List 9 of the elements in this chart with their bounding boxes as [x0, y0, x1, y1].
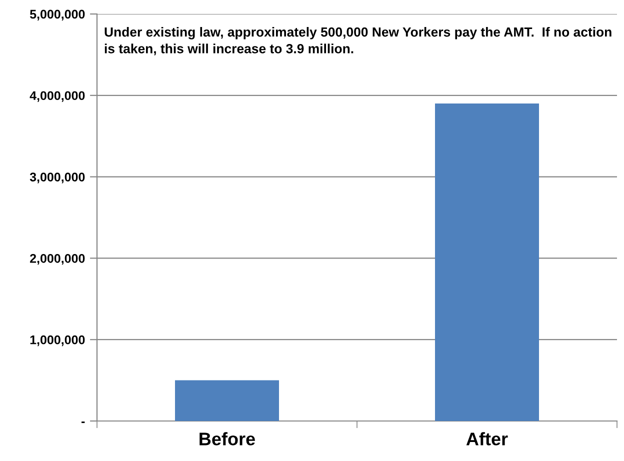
y-tick-label: 3,000,000	[30, 172, 85, 184]
y-tick-label: 2,000,000	[30, 254, 85, 265]
x-tick-label: After	[466, 432, 508, 446]
x-tick-label: Before	[200, 432, 255, 446]
y-tick-label: 5,000,000	[30, 10, 85, 20]
annotation: Under existing law, approximately 500,000 New Yorkers pay the AMT. If no action is taken, this will increase to 3.9 million.	[104, 27, 612, 56]
y-tick-label: 1,000,000	[30, 335, 85, 346]
y-tick-label: -	[82, 422, 85, 424]
y-tick-label: 4,000,000	[30, 91, 85, 102]
